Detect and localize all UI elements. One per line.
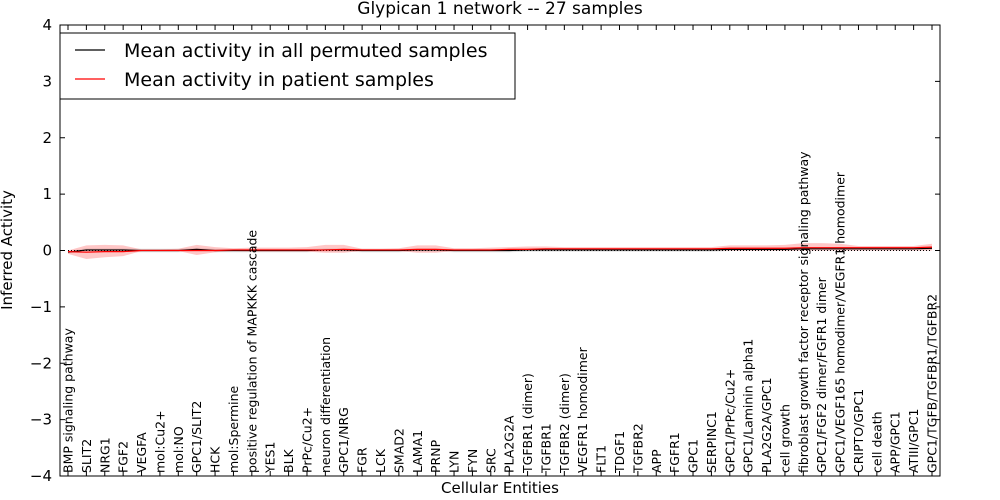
x-tick-label: GPC1 [686, 439, 701, 473]
y-tick-label: −3 [30, 411, 52, 429]
x-tick-label: GPC1/FGF2 dimer/FGFR1 dimer [814, 276, 829, 473]
x-tick-label: BLK [281, 448, 296, 473]
x-tick-label: TGFBR1 (dimer) [520, 373, 535, 474]
series-line-1 [67, 246, 933, 253]
x-tick-label: YES1 [263, 442, 278, 474]
x-tick-label: mol:NO [171, 426, 186, 473]
x-tick-label: cell growth [777, 404, 792, 473]
x-tick-label: fibroblast growth factor receptor signal… [796, 151, 811, 473]
x-tick-label: FGR [355, 447, 370, 473]
x-tick-label: FGFR1 [667, 432, 682, 473]
x-tick-label: VEGFA [134, 432, 149, 473]
legend-label-permuted: Mean activity in all permuted samples [124, 40, 487, 62]
series-band-1 [68, 243, 932, 259]
x-tick-label: SERPINC1 [704, 411, 719, 473]
y-ticks: −4 −3 −2 −1 0 1 2 3 4 [30, 16, 940, 485]
x-tick-label: mol:Spermine [226, 385, 241, 473]
x-tick-label: GPC1/PrPc/Cu2+ [722, 369, 737, 473]
x-tick-label: PRNP [428, 439, 443, 473]
x-tick-label: FGF2 [116, 441, 131, 473]
y-tick-label: 1 [42, 185, 52, 203]
x-tick-label: GPC1/SLIT2 [189, 401, 204, 473]
x-tick-label: TGFBR2 (dimer) [557, 373, 572, 474]
x-tick-label: LAMA1 [410, 430, 425, 473]
x-tick-labels: BMP signaling pathway SLIT2 NRG1 FGF2 VEGFA m… [61, 25, 940, 476]
legend: Mean activity in all permuted samples Me… [59, 32, 516, 100]
legend-label-patient: Mean activity in patient samples [124, 69, 434, 91]
x-tick-label: neuron differentiation [318, 337, 333, 473]
x-tick-label: TGFBR1 [538, 423, 553, 474]
y-tick-label: 3 [42, 72, 52, 90]
x-tick-label: GPC1/Laminin alpha1 [741, 339, 756, 473]
x-tick-label: TDGF1 [612, 431, 627, 474]
x-tick-label: SLIT2 [79, 439, 94, 473]
x-tick-label: PrPc/Cu2+ [299, 407, 314, 473]
lines-layer [67, 246, 933, 253]
x-tick-label: GPC1/VEGF165 homodimer/VEGFR1 homodimer [833, 171, 848, 473]
x-tick-label: ATIII/GPC1 [906, 409, 921, 473]
y-tick-label: −4 [30, 467, 52, 485]
x-tick-label: LCK [373, 448, 388, 473]
x-tick-label: SRC [483, 448, 498, 473]
x-tick-label: APP/GPC1 [888, 411, 903, 473]
x-tick-label: cell death [869, 411, 884, 473]
x-tick-label: NRG1 [97, 437, 112, 473]
y-tick-label: 4 [42, 16, 52, 34]
chart-title: Glypican 1 network -- 27 samples [357, 0, 643, 19]
y-tick-label: 0 [42, 242, 52, 260]
y-tick-label: −1 [30, 298, 52, 316]
x-tick-label: positive regulation of MAPKKK cascade [244, 230, 259, 473]
x-tick-label: FYN [465, 449, 480, 473]
x-tick-label: mol:Cu2+ [152, 410, 167, 473]
x-tick-label: GPC1/NRG [336, 407, 351, 473]
x-tick-label: FLT1 [594, 445, 609, 473]
x-tick-label: BMP signaling pathway [61, 328, 76, 473]
legend-box [59, 32, 516, 100]
x-tick-label: HCK [208, 446, 223, 473]
x-tick-label: PLA2G2A/GPC1 [759, 377, 774, 473]
x-tick-label: SMAD2 [391, 428, 406, 473]
x-tick-label: APP [649, 449, 664, 473]
x-tick-label: GPC1/TGFB/TGFBR1/TGFBR2 [925, 294, 940, 473]
x-tick-label: CRIPTO/GPC1 [851, 389, 866, 473]
x-axis-label: Cellular Entities [441, 479, 559, 497]
x-tick-label: VEGFR1 homodimer [575, 346, 590, 473]
y-axis-label: Inferred Activity [0, 190, 16, 310]
y-tick-label: −2 [30, 354, 52, 372]
x-tick-label: PLA2G2A [502, 415, 517, 473]
x-tick-label: TGFBR2 [630, 423, 645, 474]
x-tick-label: LYN [447, 451, 462, 473]
y-tick-label: 2 [42, 129, 52, 147]
